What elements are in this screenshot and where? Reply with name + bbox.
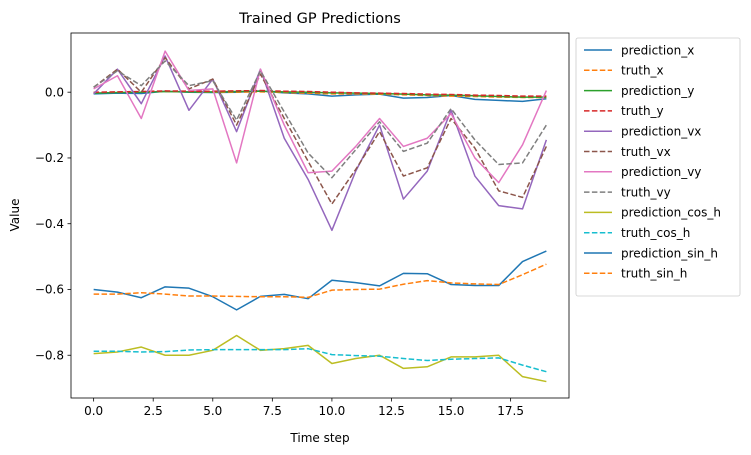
x-tick-label: 0.0	[84, 404, 103, 418]
legend-label-truth-vx: truth_vx	[621, 145, 671, 159]
legend-label-prediction-y: prediction_y	[621, 84, 694, 98]
x-tick-label: 2.5	[144, 404, 163, 418]
y-tick-label: −0.2	[35, 151, 64, 165]
chart-title: Trained GP Predictions	[238, 11, 401, 27]
x-tick-label: 12.5	[378, 404, 405, 418]
series-line-truth-sin-h	[93, 263, 547, 299]
series-line-truth-vx	[93, 56, 548, 205]
x-tick-label: 15.0	[438, 404, 465, 418]
y-tick-label: −0.4	[35, 217, 64, 231]
legend-label-truth-sin-h: truth_sin_h	[621, 267, 687, 281]
series-line-truth-vy	[93, 60, 547, 179]
x-axis-label: Time step	[289, 431, 349, 445]
legend-label-prediction-cos-h: prediction_cos_h	[621, 206, 721, 220]
legend-label-prediction-vy: prediction_vy	[621, 165, 701, 179]
legend-label-prediction-x: prediction_x	[621, 43, 694, 57]
plot-frame	[70, 32, 570, 399]
x-tick-label: 7.5	[263, 404, 282, 418]
legend-box	[575, 37, 741, 297]
y-tick-label: −0.6	[35, 283, 64, 297]
legend-label-prediction-vx: prediction_vx	[621, 125, 701, 139]
legend-label-truth-x: truth_x	[621, 64, 664, 78]
legend-label-truth-vy: truth_vy	[621, 185, 671, 199]
series-line-prediction-vy	[93, 50, 548, 184]
legend-label-prediction-sin-h: prediction_sin_h	[621, 246, 718, 260]
x-axis: 0.0 2.5 5.0 7.5 10.0 12.5 15.0 17.5	[84, 398, 524, 418]
plot-area: 0.0 2.5 5.0 7.5 10.0 12.5 15.0 17.5 0.0 −0.2 −0.4…	[35, 32, 570, 418]
series-line-prediction-cos-h	[93, 334, 547, 383]
x-tick-label: 17.5	[497, 404, 524, 418]
legend-label-truth-y: truth_y	[621, 104, 664, 118]
series-line-truth-y	[93, 89, 547, 97]
series-layer	[93, 50, 548, 383]
series-line-truth-cos-h	[93, 347, 547, 373]
y-axis-label: Value	[8, 199, 22, 232]
y-tick-label: −0.8	[35, 348, 64, 362]
legend-label-truth-cos-h: truth_cos_h	[621, 226, 690, 240]
y-axis: 0.0 −0.2 −0.4 −0.6 −0.8	[35, 85, 71, 362]
legend-items: prediction_x truth_x prediction_y truth_ypr…	[584, 43, 721, 281]
legend: prediction_x truth_x prediction_y truth_ypr…	[575, 37, 741, 297]
y-tick-label: 0.0	[45, 85, 64, 99]
x-tick-label: 5.0	[203, 404, 222, 418]
x-tick-label: 10.0	[319, 404, 346, 418]
series-line-prediction-sin-h	[93, 250, 547, 311]
